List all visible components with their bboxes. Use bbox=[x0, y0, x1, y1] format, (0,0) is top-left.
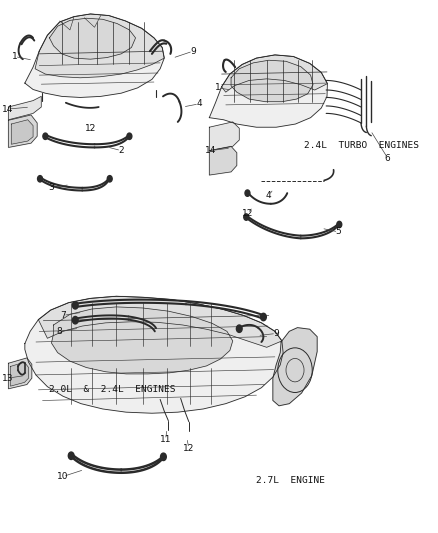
Circle shape bbox=[127, 133, 132, 140]
Text: 8: 8 bbox=[57, 327, 63, 336]
Polygon shape bbox=[52, 307, 233, 374]
Text: 2.4L  TURBO  ENGINES: 2.4L TURBO ENGINES bbox=[304, 141, 419, 150]
Polygon shape bbox=[209, 122, 239, 151]
Text: 2.7L  ENGINE: 2.7L ENGINE bbox=[257, 476, 325, 484]
Text: 4: 4 bbox=[196, 99, 202, 108]
Text: 14: 14 bbox=[205, 146, 216, 155]
Text: 12: 12 bbox=[183, 444, 194, 453]
Circle shape bbox=[161, 453, 166, 461]
Polygon shape bbox=[39, 296, 282, 348]
Polygon shape bbox=[11, 362, 28, 386]
Circle shape bbox=[237, 325, 242, 333]
Polygon shape bbox=[11, 120, 33, 144]
Circle shape bbox=[38, 175, 42, 182]
Text: 1: 1 bbox=[12, 52, 18, 61]
Text: 6: 6 bbox=[385, 154, 391, 163]
Polygon shape bbox=[25, 14, 164, 98]
Polygon shape bbox=[8, 115, 37, 148]
Circle shape bbox=[72, 317, 78, 324]
Circle shape bbox=[43, 133, 48, 140]
Circle shape bbox=[245, 190, 250, 196]
Circle shape bbox=[107, 175, 112, 182]
Text: 2: 2 bbox=[118, 146, 124, 155]
Polygon shape bbox=[209, 147, 237, 175]
Text: 13: 13 bbox=[2, 374, 14, 383]
Text: 11: 11 bbox=[160, 435, 171, 445]
Text: 7: 7 bbox=[60, 311, 66, 320]
Polygon shape bbox=[231, 60, 313, 102]
Polygon shape bbox=[35, 14, 164, 78]
Circle shape bbox=[244, 214, 249, 220]
Text: 5: 5 bbox=[336, 228, 341, 237]
Circle shape bbox=[337, 221, 342, 228]
Polygon shape bbox=[222, 55, 327, 92]
Polygon shape bbox=[25, 296, 283, 413]
Text: 2.0L  &  2.4L  ENGINES: 2.0L & 2.4L ENGINES bbox=[49, 385, 176, 394]
Circle shape bbox=[68, 452, 74, 459]
Text: 9: 9 bbox=[190, 47, 196, 55]
Text: 10: 10 bbox=[57, 472, 69, 481]
Text: 12: 12 bbox=[85, 124, 96, 133]
Polygon shape bbox=[8, 358, 32, 389]
Polygon shape bbox=[8, 96, 41, 120]
Text: 14: 14 bbox=[2, 104, 13, 114]
Text: 1: 1 bbox=[215, 83, 220, 92]
Text: 9: 9 bbox=[273, 329, 279, 338]
Circle shape bbox=[261, 313, 266, 321]
Circle shape bbox=[72, 302, 78, 309]
Text: 12: 12 bbox=[242, 209, 253, 218]
Text: 3: 3 bbox=[48, 183, 53, 192]
Text: 4: 4 bbox=[266, 191, 272, 200]
Polygon shape bbox=[273, 328, 317, 406]
Polygon shape bbox=[209, 55, 327, 127]
Polygon shape bbox=[49, 18, 135, 59]
